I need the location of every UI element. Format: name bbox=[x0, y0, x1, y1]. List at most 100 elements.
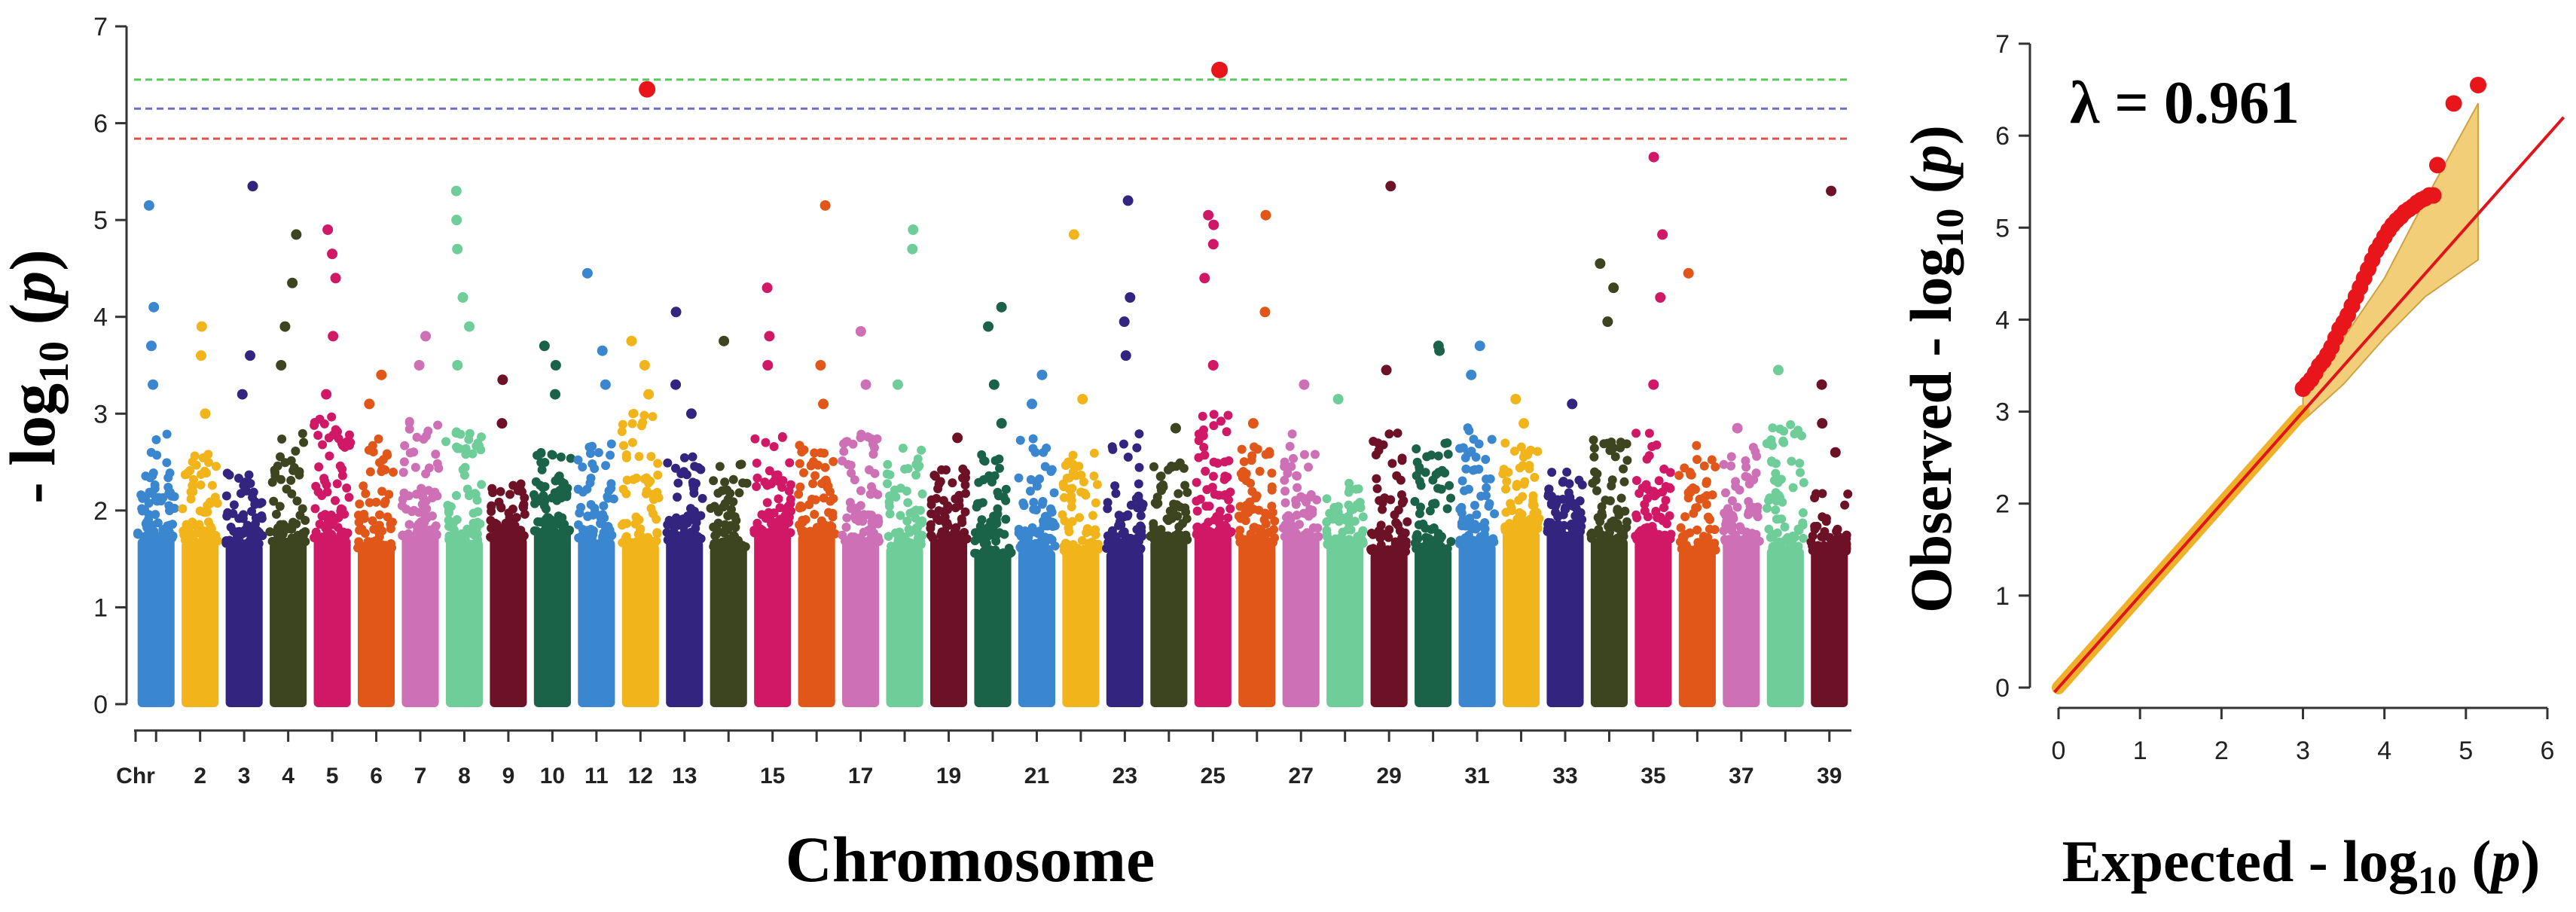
chromosome-24-dense-band bbox=[1150, 539, 1188, 707]
snp-point bbox=[1703, 512, 1713, 522]
snp-point bbox=[1375, 496, 1384, 505]
x-tick-label: 7 bbox=[414, 764, 427, 788]
peak-snp-point bbox=[1077, 394, 1088, 404]
snp-point bbox=[1384, 532, 1393, 542]
snp-point bbox=[1410, 538, 1420, 548]
qq-x-axis-label: Expected - log10 (p) bbox=[2062, 828, 2541, 902]
snp-point bbox=[1446, 493, 1456, 503]
snp-point bbox=[673, 478, 683, 488]
snp-point bbox=[1644, 429, 1654, 438]
peak-snp-point bbox=[626, 335, 637, 346]
snp-point bbox=[1079, 488, 1089, 498]
snp-point bbox=[622, 538, 632, 548]
snp-point bbox=[1457, 521, 1467, 531]
snp-point bbox=[1244, 508, 1253, 517]
chromosome-12-points bbox=[617, 335, 664, 707]
snp-point bbox=[318, 440, 328, 450]
peak-snp-point bbox=[1385, 181, 1396, 192]
chromosome-38-points bbox=[1762, 364, 1808, 707]
snp-point bbox=[823, 529, 832, 538]
snp-point bbox=[676, 468, 686, 478]
x-tick-label: 25 bbox=[1201, 764, 1225, 788]
snp-point bbox=[1647, 522, 1657, 532]
snp-point bbox=[960, 507, 970, 517]
qq-x-tick-label: 6 bbox=[2541, 737, 2555, 765]
snp-point bbox=[728, 497, 738, 507]
snp-point bbox=[761, 438, 771, 447]
snp-point bbox=[1446, 537, 1456, 547]
peak-snp-point bbox=[764, 331, 775, 342]
snp-point bbox=[1399, 496, 1409, 505]
snp-point bbox=[606, 439, 616, 449]
snp-point bbox=[850, 475, 859, 485]
snp-point bbox=[847, 468, 856, 478]
snp-point bbox=[1547, 468, 1557, 477]
snp-point bbox=[799, 468, 809, 477]
qq-y-tick-label: 6 bbox=[1995, 122, 2010, 151]
snp-point bbox=[1110, 481, 1120, 491]
snp-point bbox=[737, 540, 747, 550]
snp-point bbox=[1737, 525, 1747, 535]
peak-snp-point bbox=[1608, 282, 1619, 294]
snp-point bbox=[556, 452, 566, 462]
snp-point bbox=[1732, 502, 1742, 512]
peak-snp-point bbox=[464, 321, 475, 332]
snp-point bbox=[896, 511, 905, 520]
snp-point bbox=[794, 490, 804, 499]
snp-point bbox=[885, 470, 895, 480]
snp-point bbox=[838, 456, 847, 465]
snp-point bbox=[1113, 546, 1122, 556]
snp-point bbox=[1075, 513, 1085, 523]
snp-point bbox=[1156, 482, 1166, 492]
snp-point bbox=[186, 487, 196, 497]
chromosome-31-points bbox=[1455, 340, 1500, 707]
snp-point bbox=[275, 533, 285, 543]
snp-point bbox=[713, 488, 723, 498]
snp-point bbox=[725, 489, 735, 499]
snp-point bbox=[421, 469, 431, 479]
qq-y-tick-label: 7 bbox=[1995, 30, 2010, 59]
snp-point bbox=[979, 536, 989, 546]
snp-point bbox=[934, 506, 944, 516]
snp-point bbox=[238, 514, 248, 523]
snp-point bbox=[269, 496, 279, 506]
snp-point bbox=[863, 432, 873, 442]
snp-point bbox=[496, 502, 505, 512]
snp-point bbox=[795, 459, 804, 468]
chromosome-13-dense-band bbox=[666, 540, 704, 707]
snp-point bbox=[1207, 482, 1217, 492]
snp-point bbox=[1720, 488, 1730, 498]
snp-point bbox=[1384, 429, 1394, 439]
peak-snp-point bbox=[762, 282, 773, 294]
snp-point bbox=[1433, 483, 1442, 493]
snp-point bbox=[1018, 545, 1027, 555]
snp-point bbox=[1314, 532, 1323, 541]
snp-point bbox=[646, 452, 656, 462]
snp-point bbox=[1180, 503, 1190, 513]
snp-point bbox=[646, 504, 656, 514]
peak-snp-point bbox=[414, 360, 425, 371]
snp-point bbox=[1643, 494, 1653, 504]
qq-tail-point bbox=[2445, 95, 2462, 112]
chromosome-7-dense-band bbox=[401, 535, 439, 707]
snp-point bbox=[315, 519, 325, 529]
snp-point bbox=[337, 438, 346, 448]
snp-point bbox=[636, 525, 646, 535]
snp-point bbox=[416, 517, 426, 526]
snp-point bbox=[243, 520, 252, 530]
snp-point bbox=[1091, 498, 1100, 508]
snp-point bbox=[423, 426, 433, 436]
x-tick-label: 10 bbox=[540, 764, 565, 788]
snp-point bbox=[911, 470, 921, 480]
snp-point bbox=[299, 438, 309, 447]
snp-point bbox=[775, 503, 785, 513]
peak-snp-point bbox=[376, 369, 387, 380]
snp-point bbox=[891, 493, 901, 502]
snp-point bbox=[1089, 471, 1099, 481]
snp-point bbox=[277, 435, 287, 444]
snp-point bbox=[1192, 477, 1201, 487]
snp-point bbox=[1785, 543, 1795, 553]
snp-point bbox=[1767, 441, 1777, 450]
snp-point bbox=[1642, 454, 1652, 464]
snp-point bbox=[1795, 468, 1805, 477]
